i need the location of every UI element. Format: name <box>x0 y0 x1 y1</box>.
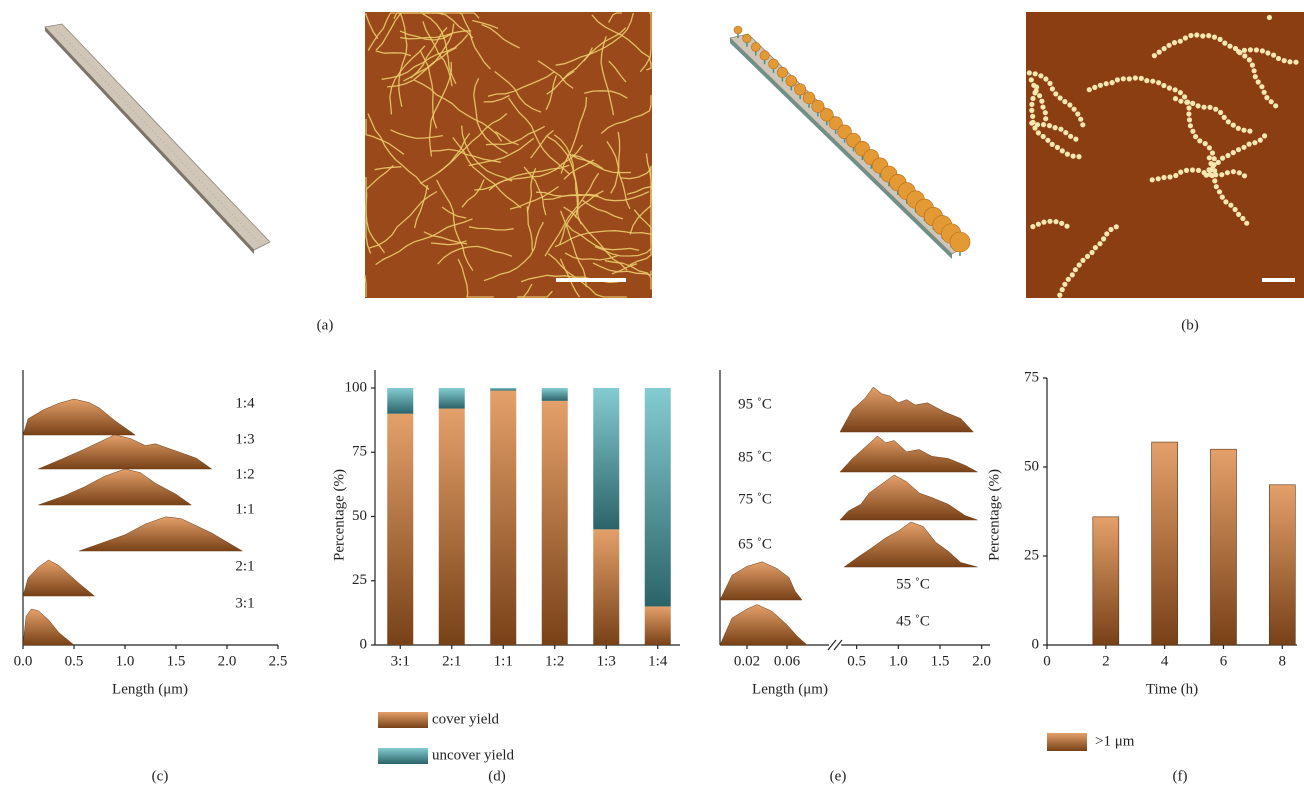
y-tick-label: 0 <box>360 636 368 652</box>
y-tick-label: 50 <box>1024 458 1039 474</box>
ridge <box>720 562 802 600</box>
ridge <box>23 560 94 596</box>
ridge <box>840 387 973 432</box>
scale-bar <box>556 278 626 282</box>
legend-swatch <box>378 712 428 728</box>
y-tick-label: 25 <box>1024 547 1039 563</box>
x-tick-label: 1:2 <box>545 653 564 669</box>
panel-label: (d) <box>488 768 506 784</box>
ridge-label: 1:1 <box>235 501 254 517</box>
x-axis-label: Length (μm) <box>112 681 188 697</box>
ridge <box>844 522 977 567</box>
x-tick-label: 0.5 <box>847 653 866 669</box>
x-tick-label: 0 <box>1043 653 1051 669</box>
ridge-label: 1:4 <box>235 395 255 411</box>
ridge <box>23 609 74 645</box>
figure: (a) (b) (c) (d) (e) (f) 0.0 0.5 1.0 1.5 2.0 2… <box>0 0 1304 792</box>
x-tick-label: 4 <box>1161 653 1169 669</box>
legend-label: uncover yield <box>432 747 515 763</box>
ridge <box>79 517 242 551</box>
y-axis-label: Percentage (%) <box>986 469 1002 561</box>
legend-swatch <box>378 748 428 764</box>
x-tick-label: 0.0 <box>14 653 33 669</box>
bar-segment <box>439 409 465 645</box>
y-tick-label: 25 <box>352 572 367 588</box>
ridge-label: 75 ˚C <box>738 491 772 507</box>
y-tick-label: 75 <box>352 444 367 460</box>
ridge-label: 2:1 <box>235 558 254 574</box>
panel-label: (a) <box>317 317 334 333</box>
bar-segment <box>593 388 619 529</box>
x-tick-label: 8 <box>1279 653 1287 669</box>
bar <box>1269 485 1295 645</box>
x-tick-label: 1:1 <box>494 653 513 669</box>
bar-segment <box>387 414 413 645</box>
ridge <box>23 399 135 435</box>
decorated-ribbon-model <box>730 26 970 259</box>
x-tick-label: 1.5 <box>167 653 186 669</box>
x-tick-label: 1:3 <box>597 653 616 669</box>
panel-label: (e) <box>830 768 847 784</box>
x-tick-label: 1.0 <box>889 653 908 669</box>
bar-segment <box>593 529 619 645</box>
legend-swatch <box>1047 733 1087 751</box>
x-tick-label: 0.02 <box>734 653 760 669</box>
legend-label: cover yield <box>432 711 500 727</box>
y-tick-label: 100 <box>345 379 368 395</box>
x-tick-label: 1.5 <box>931 653 950 669</box>
y-axis-label: Percentage (%) <box>331 469 347 561</box>
panel-label: (f) <box>1173 768 1188 784</box>
bar-segment <box>645 606 671 645</box>
y-tick-label: 0 <box>1032 636 1040 652</box>
bar <box>1093 517 1119 645</box>
x-tick-label: 2.0 <box>218 653 237 669</box>
page: {"panel_labels": ["(a)", "(b)", "(c)", "… <box>0 0 1304 792</box>
ridge-label: 1:3 <box>235 431 254 447</box>
ridge-label: 1:2 <box>235 466 254 482</box>
scale-bar <box>1262 278 1295 282</box>
x-tick-label: 2.0 <box>972 653 991 669</box>
y-tick-label: 50 <box>352 508 367 524</box>
ridge-label: 3:1 <box>235 595 254 611</box>
legend-label: >1 μm <box>1095 733 1135 749</box>
ridge <box>840 436 978 472</box>
x-tick-label: 2.5 <box>269 653 288 669</box>
bar-segment <box>439 388 465 409</box>
x-tick-label: 2:1 <box>442 653 461 669</box>
x-tick-label: 1.0 <box>116 653 135 669</box>
bar-segment <box>490 388 516 391</box>
bar-segment <box>542 401 568 645</box>
x-tick-label: 6 <box>1220 653 1228 669</box>
bar <box>1152 442 1178 645</box>
ridge <box>720 605 807 646</box>
x-tick-label: 0.5 <box>65 653 84 669</box>
ridge <box>840 475 978 520</box>
x-tick-label: 1:4 <box>648 653 668 669</box>
ridge-label: 95 ˚C <box>738 396 772 412</box>
ridge <box>38 469 191 505</box>
bar <box>1210 449 1236 645</box>
panel-label: (b) <box>1181 317 1199 333</box>
bar-segment <box>542 388 568 401</box>
x-axis-label: Length (μm) <box>752 681 828 697</box>
bar-segment <box>387 388 413 414</box>
ridge <box>38 435 211 469</box>
ridge-label: 55 ˚C <box>896 576 930 592</box>
ribbon-model <box>45 24 270 254</box>
ridge-label: 45 ˚C <box>896 613 930 629</box>
x-tick-label: 0.06 <box>774 653 801 669</box>
panel-label: (c) <box>152 768 169 784</box>
ridge-label: 85 ˚C <box>738 449 772 465</box>
y-tick-label: 75 <box>1024 369 1039 385</box>
bar-segment <box>490 391 516 645</box>
ridge-label: 65 ˚C <box>738 536 772 552</box>
x-tick-label: 2 <box>1102 653 1110 669</box>
x-tick-label: 3:1 <box>391 653 410 669</box>
x-axis-label: Time (h) <box>1146 681 1198 697</box>
bar-segment <box>645 388 671 606</box>
